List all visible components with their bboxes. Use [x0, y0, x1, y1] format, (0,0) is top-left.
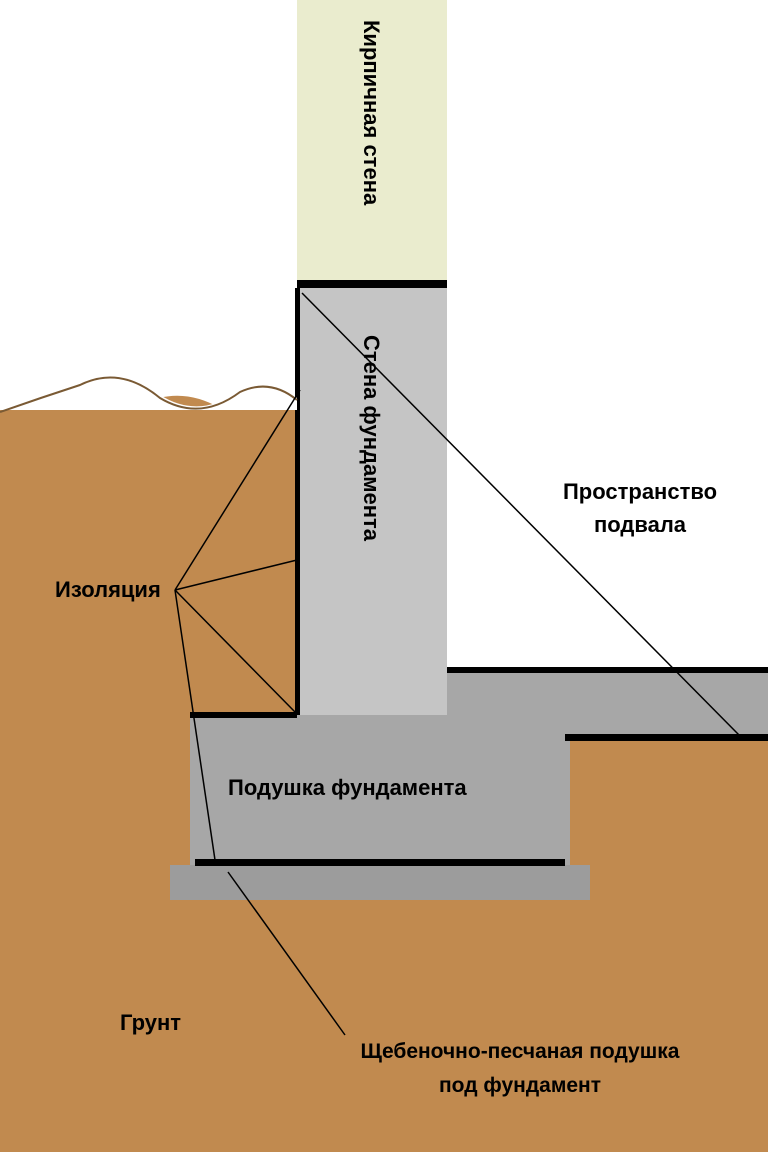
gravel-sand-line1: Щебеночно-песчаная подушка [361, 1040, 680, 1063]
insulation-wall-left [295, 288, 300, 715]
insulation-floor-bottom [565, 734, 768, 741]
soil-mid-left [0, 865, 170, 905]
basement-space-label: Пространство подвала [530, 475, 750, 541]
brick-wall-label: Кирпичная стена [358, 20, 384, 205]
soil-lower [0, 900, 768, 1152]
gravel-sand-line2: под фундамент [439, 1074, 601, 1097]
basement-space-text: Пространство подвала [563, 479, 717, 537]
insulation-floor-top [447, 667, 768, 673]
foundation-cushion-label: Подушка фундамента [228, 775, 467, 801]
gravel-sand-label: Щебеночно-песчаная подушка под фундамент [300, 1035, 740, 1102]
insulation-cushion-bottom [195, 859, 565, 866]
basement-floor [447, 670, 768, 740]
foundation-diagram: Кирпичная стена Стена фундамента Простра… [0, 0, 768, 1152]
insulation-label: Изоляция [55, 577, 161, 603]
soil-label: Грунт [120, 1010, 181, 1036]
gravel-pad [170, 865, 590, 900]
foundation-wall-label: Стена фундамента [358, 335, 384, 541]
insulation-top [297, 280, 447, 288]
insulation-cushion-top-left [190, 712, 297, 718]
